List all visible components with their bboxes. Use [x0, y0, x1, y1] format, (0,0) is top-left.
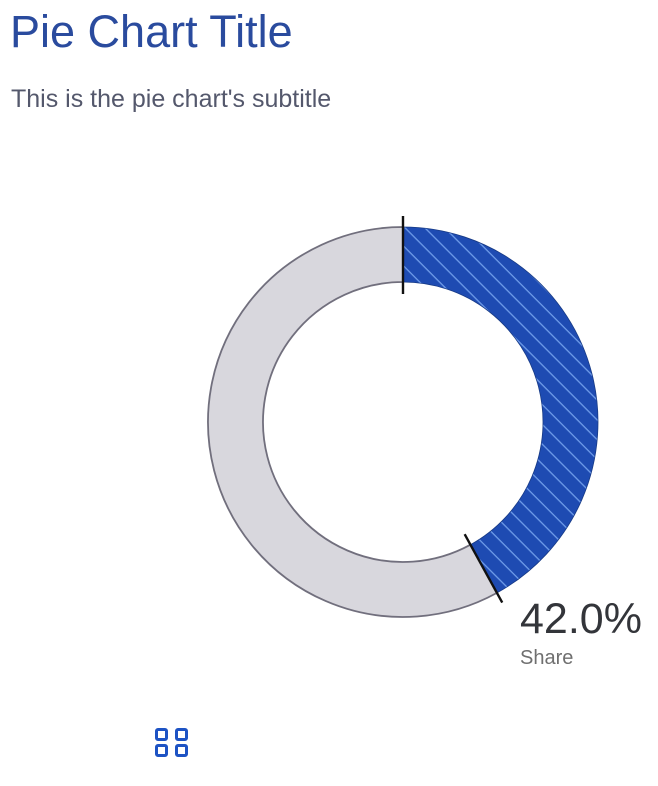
- logo-square: [175, 728, 188, 741]
- logo-square: [175, 744, 188, 757]
- data-label-value: 42.0%: [520, 595, 642, 643]
- chart-subtitle: This is the pie chart's subtitle: [11, 85, 332, 113]
- segment-end-tick: [463, 533, 504, 604]
- logo-square: [155, 744, 168, 757]
- donut-segment-share[interactable]: [402, 226, 599, 594]
- logo-square: [155, 728, 168, 741]
- data-label: 42.0% Share: [520, 595, 642, 669]
- donut-segment-remainder[interactable]: [207, 226, 499, 618]
- data-label-series: Share: [520, 647, 574, 669]
- logo-grid-icon[interactable]: [155, 728, 188, 757]
- chart-title: Pie Chart Title: [10, 6, 293, 57]
